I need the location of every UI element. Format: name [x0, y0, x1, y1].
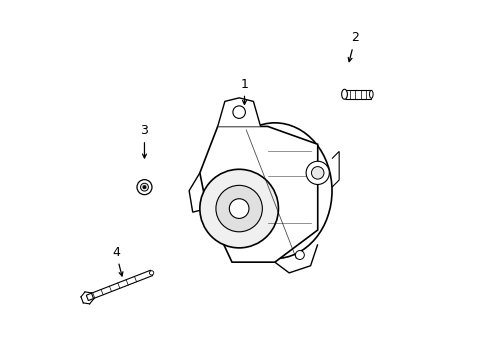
Text: 4: 4	[112, 246, 122, 276]
PathPatch shape	[217, 98, 260, 126]
Ellipse shape	[217, 123, 331, 258]
Ellipse shape	[311, 167, 324, 179]
Ellipse shape	[140, 183, 148, 191]
PathPatch shape	[200, 126, 317, 262]
Text: 1: 1	[240, 78, 248, 104]
Ellipse shape	[137, 180, 152, 195]
Ellipse shape	[142, 185, 146, 189]
Text: 3: 3	[140, 124, 148, 158]
Ellipse shape	[305, 161, 328, 184]
Ellipse shape	[341, 89, 346, 99]
PathPatch shape	[344, 90, 370, 99]
Ellipse shape	[216, 185, 262, 232]
Ellipse shape	[149, 271, 153, 275]
FancyBboxPatch shape	[86, 270, 152, 301]
Ellipse shape	[369, 90, 372, 98]
Ellipse shape	[295, 251, 304, 260]
Text: 2: 2	[347, 31, 359, 62]
Ellipse shape	[232, 106, 245, 118]
Ellipse shape	[200, 169, 278, 248]
Ellipse shape	[229, 199, 248, 219]
